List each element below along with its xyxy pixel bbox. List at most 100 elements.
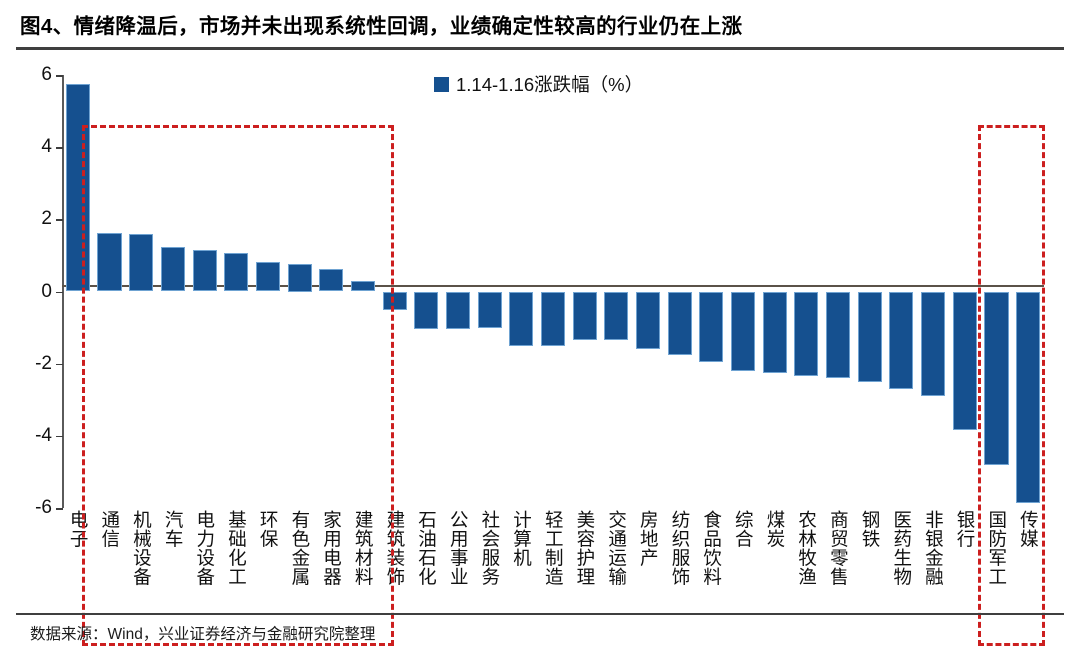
bar[interactable] — [509, 291, 534, 346]
bar-slot — [505, 75, 537, 508]
x-axis-label: 综合 — [727, 510, 759, 553]
bar[interactable] — [1016, 291, 1041, 503]
bar[interactable] — [287, 264, 312, 292]
bar-slot — [347, 75, 379, 508]
x-axis-label: 房地产 — [632, 510, 664, 572]
y-axis-tick-mark — [56, 291, 63, 293]
bar-slot — [727, 75, 759, 508]
bar-slot — [886, 75, 918, 508]
bar[interactable] — [319, 269, 344, 292]
bar[interactable] — [857, 291, 882, 382]
x-axis-label: 电力设备 — [189, 510, 221, 591]
bar[interactable] — [445, 291, 470, 330]
x-axis-label: 食品饮料 — [696, 510, 728, 591]
bar[interactable] — [255, 261, 280, 292]
bar[interactable] — [382, 291, 407, 311]
x-axis-label-text: 电子 — [68, 510, 90, 548]
y-axis-tick-label: -6 — [35, 497, 52, 519]
x-axis-label: 有色金属 — [284, 510, 316, 591]
x-axis-label-text: 建筑装饰 — [384, 510, 406, 586]
x-axis-label: 汽车 — [157, 510, 189, 553]
x-axis-label: 社会服务 — [474, 510, 506, 591]
bar-slot — [822, 75, 854, 508]
bar[interactable] — [635, 291, 661, 350]
x-axis-label-text: 社会服务 — [479, 510, 501, 586]
x-axis-label: 医药生物 — [886, 510, 918, 591]
x-axis-label: 家用电器 — [315, 510, 347, 591]
x-axis-label: 交通运输 — [601, 510, 633, 591]
bar[interactable] — [667, 291, 692, 355]
y-axis-tick-label: -4 — [35, 424, 52, 446]
x-axis-label: 国防军工 — [981, 510, 1013, 591]
bar[interactable] — [762, 291, 787, 373]
x-axis-label: 计算机 — [505, 510, 537, 572]
y-axis-tick-mark — [56, 363, 63, 366]
bar-slot — [315, 75, 347, 508]
bar[interactable] — [731, 291, 756, 371]
x-axis-label: 建筑装饰 — [379, 510, 411, 591]
bar[interactable] — [192, 250, 217, 292]
bar[interactable] — [414, 291, 439, 330]
bar-slot — [1012, 75, 1044, 508]
bar-slot — [252, 75, 284, 508]
bar[interactable] — [160, 247, 185, 292]
bar[interactable] — [350, 281, 375, 292]
x-axis-label-text: 银行 — [955, 510, 977, 548]
x-axis-label-text: 计算机 — [511, 510, 533, 567]
bar[interactable] — [572, 291, 597, 341]
chart-legend: 1.14-1.16涨跌幅（%） — [434, 71, 643, 97]
bar[interactable] — [97, 233, 122, 292]
x-axis-label: 公用事业 — [442, 510, 474, 591]
bar[interactable] — [889, 291, 914, 389]
y-axis-tick-mark — [56, 75, 63, 77]
bar[interactable] — [224, 252, 249, 292]
x-axis-label-text: 钢铁 — [860, 510, 881, 548]
bar-slot — [442, 75, 474, 508]
bar-slot — [62, 75, 94, 508]
bar-slot — [791, 75, 823, 508]
x-axis-label-text: 汽车 — [163, 510, 185, 548]
x-axis-label-text: 有色金属 — [289, 510, 311, 586]
x-axis-label: 环保 — [252, 510, 284, 553]
y-axis-tick-label: -2 — [35, 352, 52, 374]
bar[interactable] — [477, 291, 502, 329]
bar[interactable] — [540, 291, 566, 346]
x-axis-label: 银行 — [949, 510, 981, 553]
bar-slot — [157, 75, 189, 508]
legend-swatch-icon — [434, 76, 449, 92]
bar[interactable] — [699, 291, 724, 362]
bar[interactable] — [826, 291, 851, 379]
bar-slot — [854, 75, 886, 508]
x-axis-label: 轻工制造 — [537, 510, 569, 591]
bar[interactable] — [65, 84, 90, 292]
bar-slot — [284, 75, 316, 508]
bar[interactable] — [604, 291, 629, 341]
bar-slot — [981, 75, 1013, 508]
bar-slot — [601, 75, 633, 508]
x-axis-label-text: 国防军工 — [986, 510, 1008, 586]
bar-slot — [379, 75, 411, 508]
x-axis-label-text: 农林牧渔 — [796, 510, 818, 586]
bar-slot — [94, 75, 126, 508]
chart-canvas: 1.14-1.16涨跌幅（%） 6 4 2 0 -2 -4 -6 电子 通信 机械设备 汽车 电力设… — [16, 52, 1064, 646]
x-axis-label: 石油石化 — [410, 510, 442, 591]
page-title: 图4、情绪降温后，市场并未出现系统性回调，业绩确定性较高的行业仍在上涨 — [20, 14, 743, 38]
bar-slot — [759, 75, 791, 508]
bar[interactable] — [921, 291, 946, 397]
x-axis-label: 建筑材料 — [347, 510, 379, 591]
x-axis-label-text: 环保 — [258, 510, 280, 548]
bar[interactable] — [129, 233, 154, 292]
x-axis-label-text: 电力设备 — [194, 510, 216, 586]
bar[interactable] — [794, 291, 819, 377]
x-axis-label-text: 综合 — [733, 510, 755, 548]
x-axis-label: 纺织服饰 — [664, 510, 696, 591]
bar[interactable] — [952, 291, 977, 431]
x-axis-label: 煤炭 — [759, 510, 791, 553]
x-axis-label-text: 基础化工 — [226, 510, 248, 586]
bar-slot — [125, 75, 157, 508]
x-axis-label-text: 煤炭 — [764, 510, 786, 548]
bar[interactable] — [984, 291, 1009, 465]
x-axis-label: 机械设备 — [125, 510, 157, 591]
bar-slot — [696, 75, 728, 508]
